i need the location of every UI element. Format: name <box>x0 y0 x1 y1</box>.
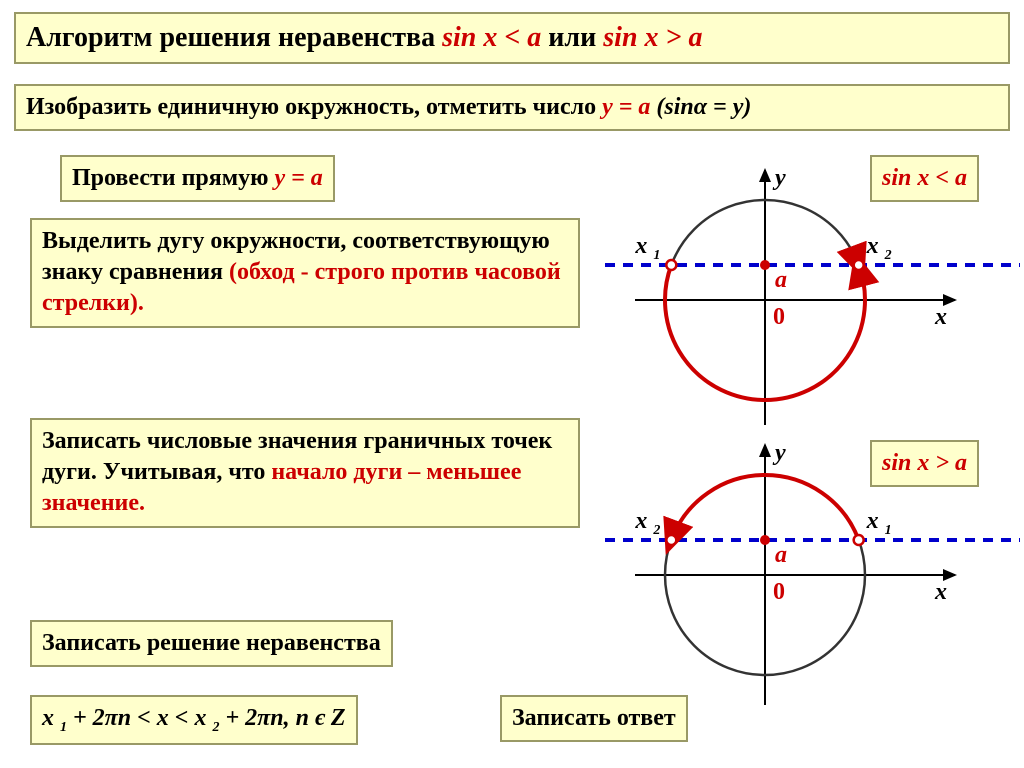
title-ineq1: sin x < a <box>442 22 541 53</box>
step-5: Записать решение неравенства <box>30 620 393 667</box>
svg-text:y: y <box>772 440 786 466</box>
svg-text:a: a <box>775 267 787 293</box>
unit-circle-diagram-2: y x 0 a x 2 x 1 <box>600 410 1020 730</box>
svg-text:a: a <box>775 542 787 568</box>
step-1: Изобразить единичную окружность, отметит… <box>14 84 1010 131</box>
svg-text:0: 0 <box>773 579 785 605</box>
step1-text-b: у = а <box>602 94 650 120</box>
svg-text:x 1: x 1 <box>634 233 660 263</box>
svg-text:0: 0 <box>773 304 785 330</box>
formula-b: + 2πn < x < x <box>73 705 206 731</box>
formula-c: + 2πn, n є Z <box>225 705 345 731</box>
svg-text:x 1: x 1 <box>866 508 892 538</box>
formula: х 1 + 2πn < x < x 2 + 2πn, n є Z <box>30 695 358 745</box>
svg-text:x 2: x 2 <box>634 508 660 538</box>
svg-text:x: x <box>934 579 947 605</box>
svg-text:y: y <box>772 165 786 191</box>
step-2: Провести прямую у = а <box>60 155 335 202</box>
title-ineq2: sin x > a <box>603 22 702 53</box>
step-4: Записать числовые значения граничных точ… <box>30 418 580 528</box>
svg-text:x: x <box>934 304 947 330</box>
step-3: Выделить дугу окружности, соответствующу… <box>30 218 580 328</box>
step2-text-b: у = а <box>274 165 322 191</box>
formula-sub1: 1 <box>60 720 67 735</box>
title: Алгоритм решения неравенства sin x < a и… <box>14 12 1010 64</box>
step2-text-a: Провести прямую <box>72 165 274 191</box>
step1-text-a: Изобразить единичную окружность, отметит… <box>26 94 602 120</box>
svg-text:x 2: x 2 <box>866 233 892 263</box>
title-prefix: Алгоритм решения неравенства <box>26 22 442 53</box>
step1-text-c: (sinα = y) <box>656 94 751 120</box>
formula-sub2: 2 <box>212 720 219 735</box>
unit-circle-diagram-1: y x 0 a x 1 x 2 <box>600 145 1020 425</box>
title-or: или <box>548 22 603 53</box>
step5-text: Записать решение неравенства <box>42 630 381 656</box>
formula-a: х <box>42 705 54 731</box>
